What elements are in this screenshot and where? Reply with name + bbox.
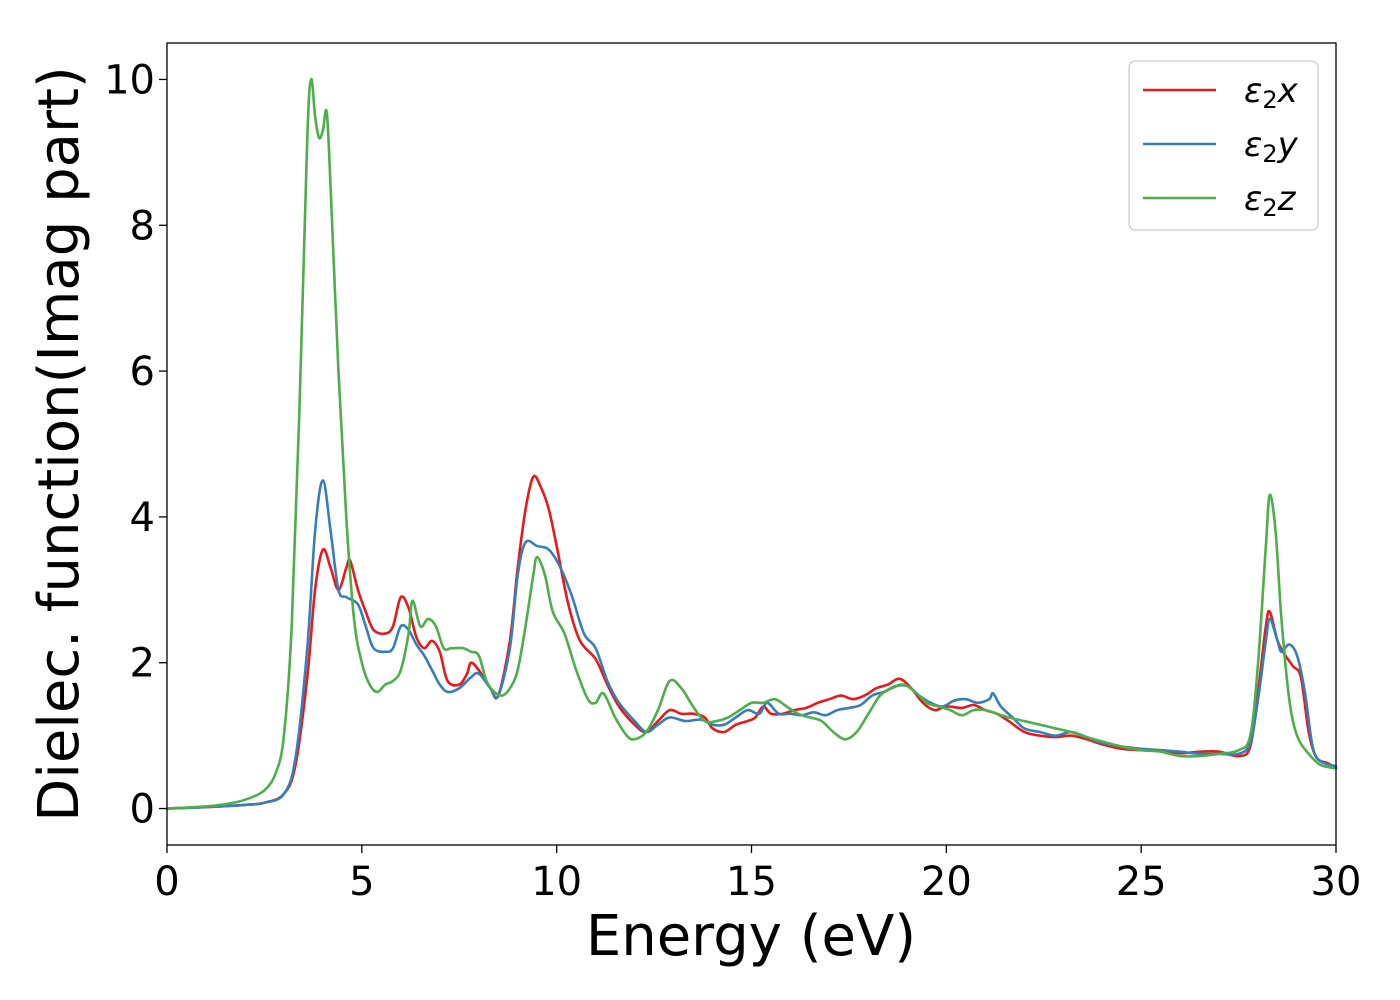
x-tick-label: 25: [1116, 859, 1167, 905]
series-layer: [165, 78, 1338, 810]
y-tick-label: 0: [130, 787, 155, 833]
y-tick-label: 6: [130, 349, 155, 395]
x-tick-label: 30: [1311, 859, 1362, 905]
y-tick-label: 2: [130, 641, 155, 687]
x-axis: 0 5 10 15 20 25 30: [154, 845, 1361, 905]
legend-label-z: ε2z: [1244, 179, 1297, 222]
x-tick-label: 20: [921, 859, 972, 905]
x-tick-label: 0: [154, 859, 179, 905]
series-line-y: [165, 479, 1338, 810]
y-tick-label: 10: [104, 57, 155, 103]
x-tick-label: 10: [531, 859, 582, 905]
x-tick-label: 15: [726, 859, 777, 905]
y-tick-label: 4: [130, 495, 155, 541]
y-axis: 0 2 4 6 8 10: [104, 57, 167, 833]
x-tick-label: 5: [349, 859, 374, 905]
y-axis-title: Dielec. function(Imag part): [27, 66, 92, 822]
series-line-z: [165, 78, 1338, 810]
legend: ε2x ε2y ε2z: [1128, 60, 1319, 231]
y-tick-label: 8: [130, 203, 155, 249]
x-axis-title: Energy (eV): [586, 904, 916, 969]
legend-frame: [1128, 60, 1319, 231]
legend-label-y: ε2y: [1244, 125, 1299, 168]
legend-label-x: ε2x: [1244, 71, 1299, 114]
